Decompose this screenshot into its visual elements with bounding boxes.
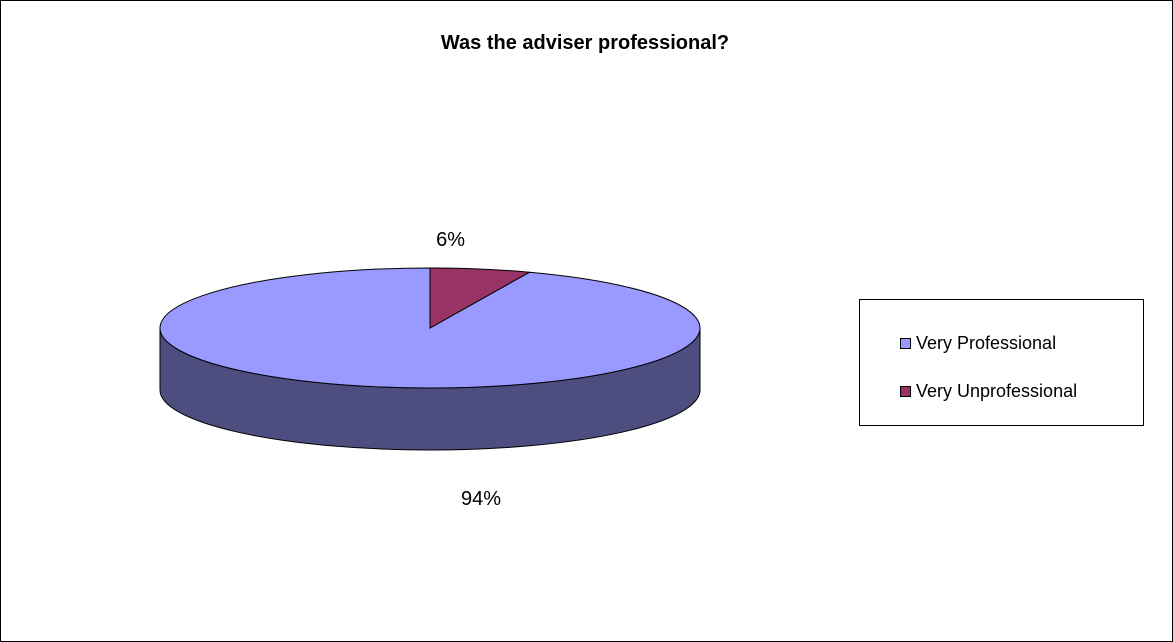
legend: Very Professional Very Unprofessional — [859, 299, 1144, 426]
data-label-very-unprofessional: 6% — [436, 229, 465, 251]
legend-label: Very Professional — [916, 332, 1057, 353]
pie-slice-very-unprofessional — [429, 267, 532, 329]
pie-tops — [159, 267, 701, 389]
legend-swatch-very-professional — [900, 337, 911, 349]
legend-swatch-very-unprofessional — [900, 385, 911, 397]
data-label-very-professional: 94% — [461, 488, 501, 510]
legend-label: Very Unprofessional — [916, 380, 1078, 401]
chart-title: Was the adviser professional? — [441, 32, 729, 54]
legend-item-very-unprofessional: Very Unprofessional — [900, 380, 1077, 402]
legend-item-very-professional: Very Professional — [900, 332, 1056, 354]
